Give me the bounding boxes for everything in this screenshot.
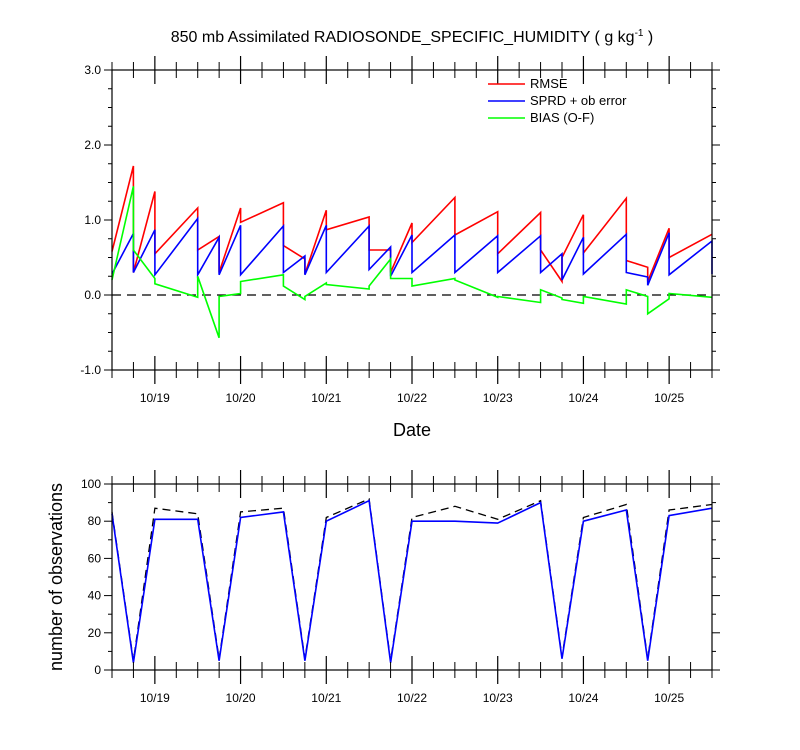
x-tick-label: 10/22 <box>397 391 427 405</box>
top-chart-frame <box>111 69 713 371</box>
x-tick-label: 10/20 <box>226 691 256 705</box>
chart-title: 850 mb Assimilated RADIOSONDE_SPECIFIC_H… <box>171 28 654 46</box>
x-tick-label: 10/23 <box>483 391 513 405</box>
x-tick-label: 10/22 <box>397 691 427 705</box>
x-tick-label: 10/19 <box>140 391 170 405</box>
bottom-chart-ticks-group: 0 20 40 60 80 100 10/19 10/20 10/21 10/22 10/23 10/… <box>81 470 720 705</box>
y-tick-label: 60 <box>88 551 102 565</box>
y-tick-label: 40 <box>88 589 102 603</box>
bottom-chart-series-group <box>111 497 713 663</box>
x-tick-label: 10/20 <box>226 391 256 405</box>
y-tick-label: 3.0 <box>84 63 101 77</box>
series-line-bias <box>111 186 713 339</box>
y-tick-label: 2.0 <box>84 138 101 152</box>
top-chart-series-group <box>111 165 713 339</box>
legend-bias-label: BIAS (O-F) <box>530 110 594 125</box>
x-tick-label: 10/24 <box>568 691 598 705</box>
y-tick-label: 0 <box>94 663 101 677</box>
y-tick-label: 100 <box>81 477 101 491</box>
x-tick-label: 10/25 <box>654 391 684 405</box>
x-tick-label: 10/19 <box>140 691 170 705</box>
y-tick-label: -1.0 <box>80 363 101 377</box>
y-tick-label: 1.0 <box>84 213 101 227</box>
x-tick-label: 10/21 <box>311 691 341 705</box>
top-chart-ticks-group: -1.0 0.0 1.0 2.0 3.0 10/19 10/20 10/21 10/22 10/2… <box>80 56 720 405</box>
legend: RMSE SPRD + ob error BIAS (O-F) <box>488 76 627 125</box>
chart-title-close: ) <box>643 29 653 46</box>
x-tick-label: 10/21 <box>311 391 341 405</box>
chart-title-main: 850 mb Assimilated RADIOSONDE_SPECIFIC_H… <box>171 29 635 46</box>
y-tick-label: 20 <box>88 626 102 640</box>
legend-rmse-label: RMSE <box>530 76 568 91</box>
series-line-used <box>111 499 713 663</box>
x-tick-label: 10/23 <box>483 691 513 705</box>
x-tick-label: 10/25 <box>654 691 684 705</box>
bottom-chart-ylabel: number of observations <box>46 483 66 671</box>
top-chart-xlabel: Date <box>393 420 431 440</box>
x-tick-label: 10/24 <box>568 391 598 405</box>
chart-title-superscript: -1 <box>635 28 644 39</box>
legend-sprd-label: SPRD + ob error <box>530 93 627 108</box>
y-tick-label: 80 <box>88 514 102 528</box>
y-tick-label: 0.0 <box>84 288 101 302</box>
